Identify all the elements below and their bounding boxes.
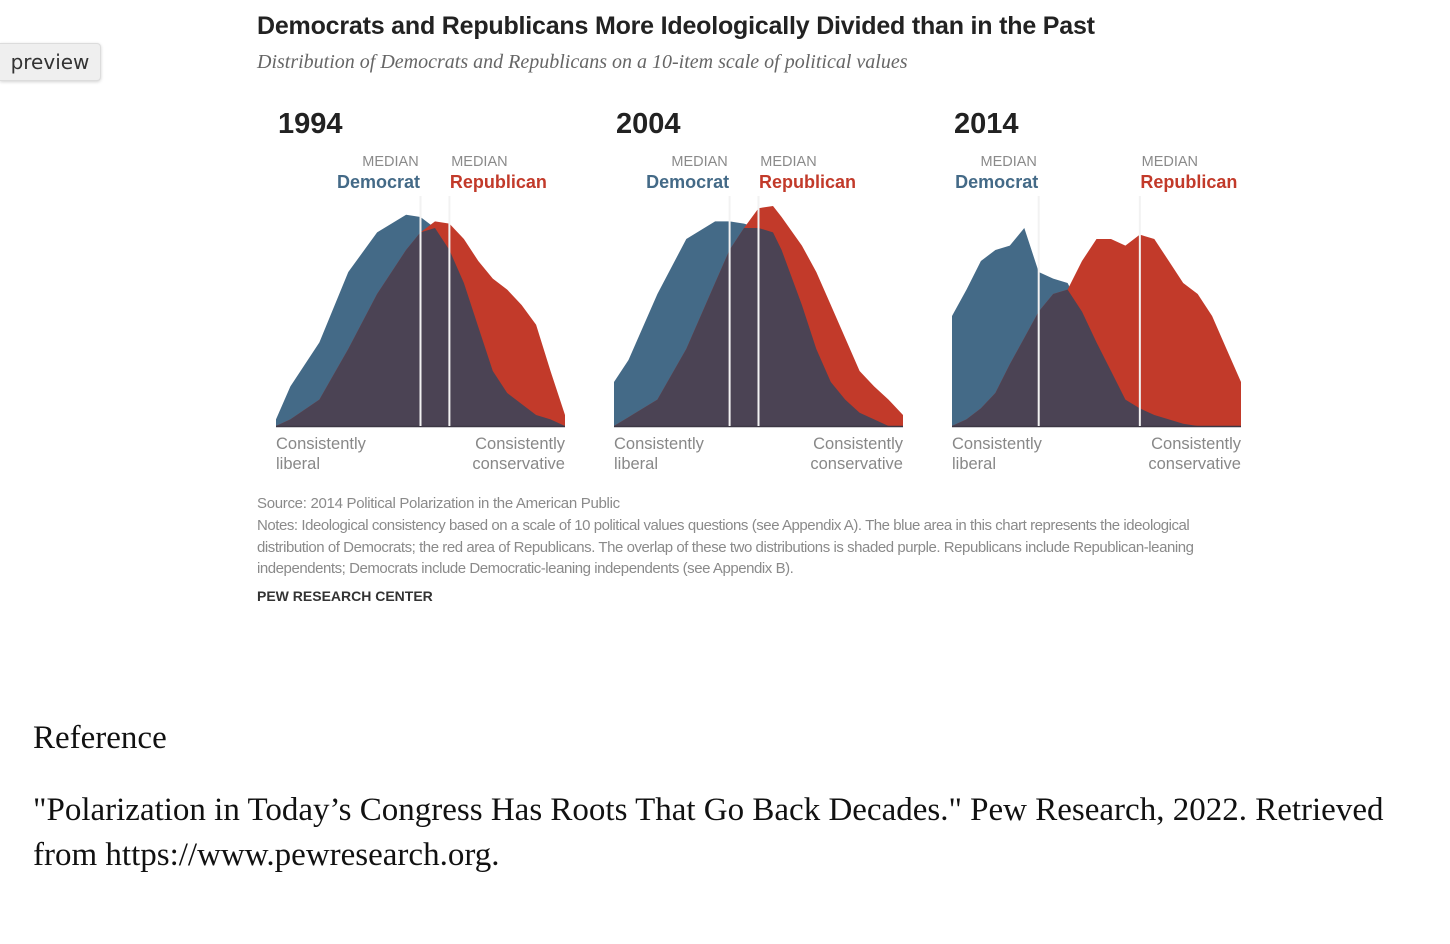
panel-year-label: 2014: [954, 108, 1019, 140]
reference-heading: Reference: [33, 720, 167, 756]
democrat-median-label: Democrat: [337, 172, 420, 192]
democrat-median-caption: MEDIAN: [671, 154, 727, 170]
reference-text: "Polarization in Today’s Congress Has Ro…: [33, 792, 1384, 873]
x-axis-right-label: Consistently conservative: [1148, 435, 1241, 473]
brand-credit: PEW RESEARCH CENTER: [257, 588, 433, 604]
republican-median-label: Republican: [450, 172, 547, 192]
democrat-median-label: Democrat: [646, 172, 729, 192]
x-axis-left-label: Consistently liberal: [614, 435, 705, 473]
x-axis-left-label: Consistently liberal: [952, 435, 1043, 473]
chart-notes: Notes: Ideological consistency based on …: [257, 517, 1194, 577]
republican-median-label: Republican: [759, 172, 856, 192]
overlap-distribution: [952, 289, 1241, 426]
panel-2004: 2004 MEDIAN Democrat MEDIAN Republican Consis…: [614, 108, 904, 473]
republican-median-caption: MEDIAN: [760, 154, 816, 170]
democrat-median-label: Democrat: [955, 172, 1038, 192]
chart-subtitle: Distribution of Democrats and Republican…: [257, 51, 908, 73]
democrat-median-caption: MEDIAN: [362, 154, 418, 170]
panel-year-label: 2004: [616, 108, 681, 140]
chart: 1994 MEDIAN Democrat MEDIAN Republican Consis…: [276, 108, 1242, 473]
republican-median-caption: MEDIAN: [1142, 154, 1198, 170]
chart-title: Democrats and Republicans More Ideologic…: [257, 12, 1095, 40]
x-axis-left-label: Consistently liberal: [276, 435, 367, 473]
republican-median-caption: MEDIAN: [451, 154, 507, 170]
panel-year-label: 1994: [278, 108, 343, 140]
x-axis-right-label: Consistently conservative: [472, 435, 565, 473]
chart-source: Source: 2014 Political Polarization in t…: [257, 495, 620, 512]
preview-button[interactable]: preview: [0, 43, 101, 81]
republican-median-label: Republican: [1140, 172, 1237, 192]
x-axis-right-label: Consistently conservative: [810, 435, 903, 473]
democrat-median-caption: MEDIAN: [980, 154, 1036, 170]
panel-2014: 2014 MEDIAN Democrat MEDIAN Republican Consis…: [952, 108, 1242, 473]
panel-1994: 1994 MEDIAN Democrat MEDIAN Republican Consis…: [276, 108, 566, 473]
